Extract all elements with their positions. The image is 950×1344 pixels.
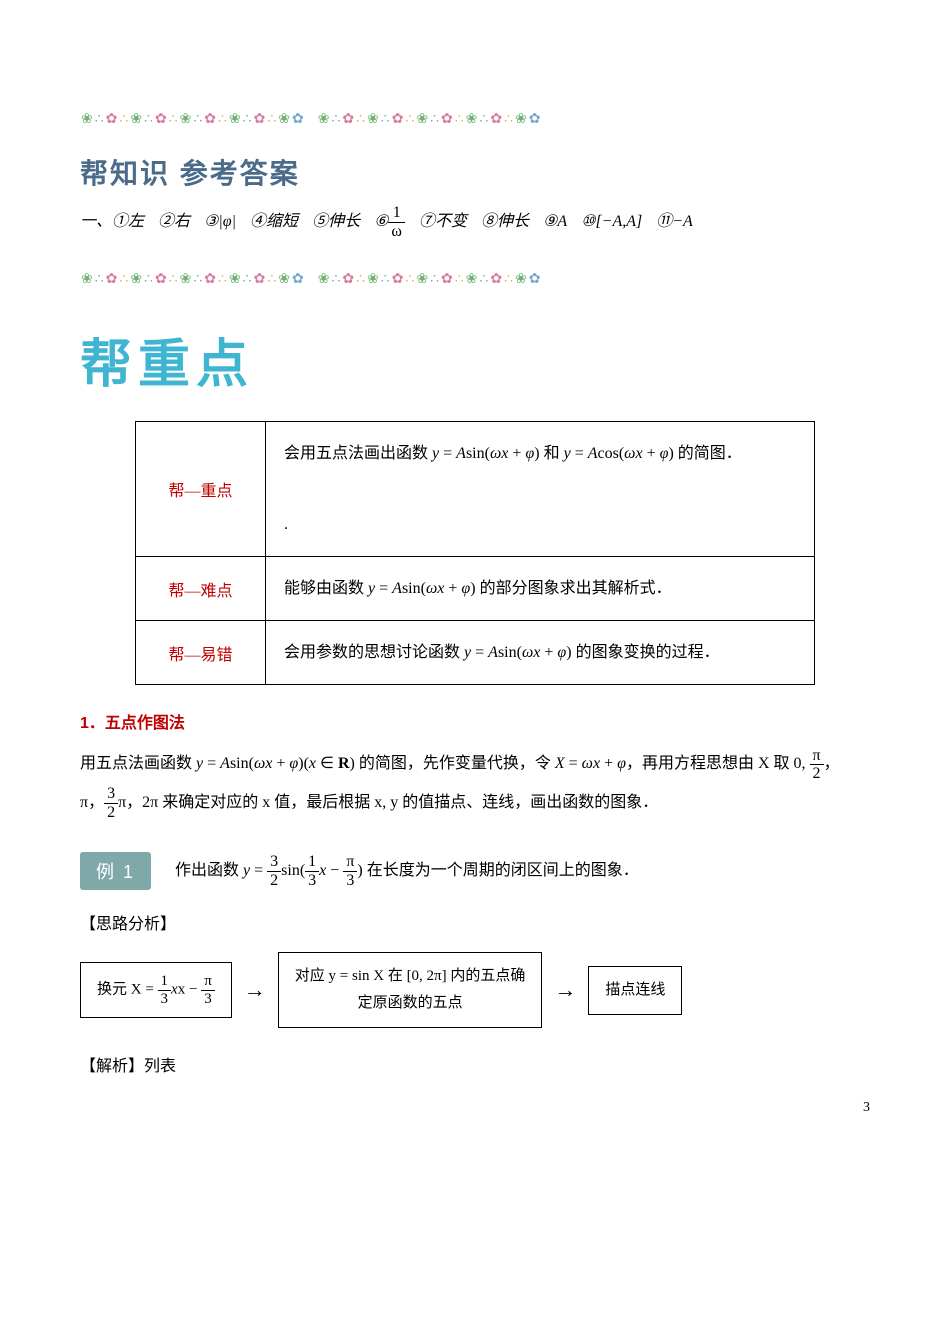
decorative-divider-top: ❀∴✿∴❀∴✿∴❀∴✿∴❀∴✿∴❀✿ ❀∴✿∴❀∴✿∴❀∴✿∴❀∴✿∴❀✿ [80, 110, 870, 132]
answer-list: 一、①左②右③|φ|④缩短⑤伸长⑥1ω⑦不变⑧伸长⑨A⑩[−A,A]⑪−A [80, 204, 870, 240]
table-row-label: 帮—易错 [136, 621, 266, 685]
flow-box-1: 换元 X = 13xx − π3 [80, 962, 232, 1018]
table-row-content: 能够由函数 y = Asin(ωx + φ) 的部分图象求出其解析式． [266, 556, 815, 620]
section-heading-answers: 帮知识 参考答案 [80, 152, 870, 192]
example-block: 例 1 作出函数 y = 32sin(13x − π3) 在长度为一个周期的闭区… [80, 852, 870, 890]
section-title-keypoints: 帮重点 [80, 322, 870, 397]
flow-arrow-icon: → [554, 977, 576, 1003]
table-row-label: 帮—难点 [136, 556, 266, 620]
table-row-content: 会用五点法画出函数 y = Asin(ωx + φ) 和 y = Acos(ωx… [266, 422, 815, 557]
keypoints-table: 帮—重点会用五点法画出函数 y = Asin(ωx + φ) 和 y = Aco… [135, 421, 815, 685]
body-paragraph: 用五点法画函数 y = Asin(ωx + φ)(x ∈ R) 的简图，先作变量… [80, 745, 870, 822]
flow-arrow-icon: → [244, 977, 266, 1003]
table-row-label: 帮—重点 [136, 422, 266, 557]
decorative-divider-mid: ❀∴✿∴❀∴✿∴❀∴✿∴❀∴✿∴❀✿ ❀∴✿∴❀∴✿∴❀∴✿∴❀∴✿∴❀✿ [80, 270, 870, 292]
subsection-number: 1． [80, 715, 105, 732]
page-number: 3 [863, 1100, 870, 1116]
example-text: 作出函数 y = 32sin(13x − π3) 在长度为一个周期的闭区间上的图… [175, 853, 639, 889]
flowchart: 换元 X = 13xx − π3 → 对应 y = sin X 在 [0, 2π… [80, 952, 870, 1028]
flow-box-3: 描点连线 [588, 966, 682, 1015]
table-row-content: 会用参数的思想讨论函数 y = Asin(ωx + φ) 的图象变换的过程． [266, 621, 815, 685]
example-badge: 例 1 [80, 852, 151, 890]
analysis-heading: 【思路分析】 [80, 910, 870, 934]
subsection-heading: 1．五点作图法 [80, 709, 870, 733]
page: ❀∴✿∴❀∴✿∴❀∴✿∴❀∴✿∴❀✿ ❀∴✿∴❀∴✿∴❀∴✿∴❀∴✿∴❀✿ 帮知… [0, 0, 950, 1146]
flow-box-2: 对应 y = sin X 在 [0, 2π] 内的五点确定原函数的五点 [278, 952, 543, 1028]
solution-heading: 【解析】列表 [80, 1052, 870, 1076]
subsection-title: 五点作图法 [105, 715, 185, 732]
